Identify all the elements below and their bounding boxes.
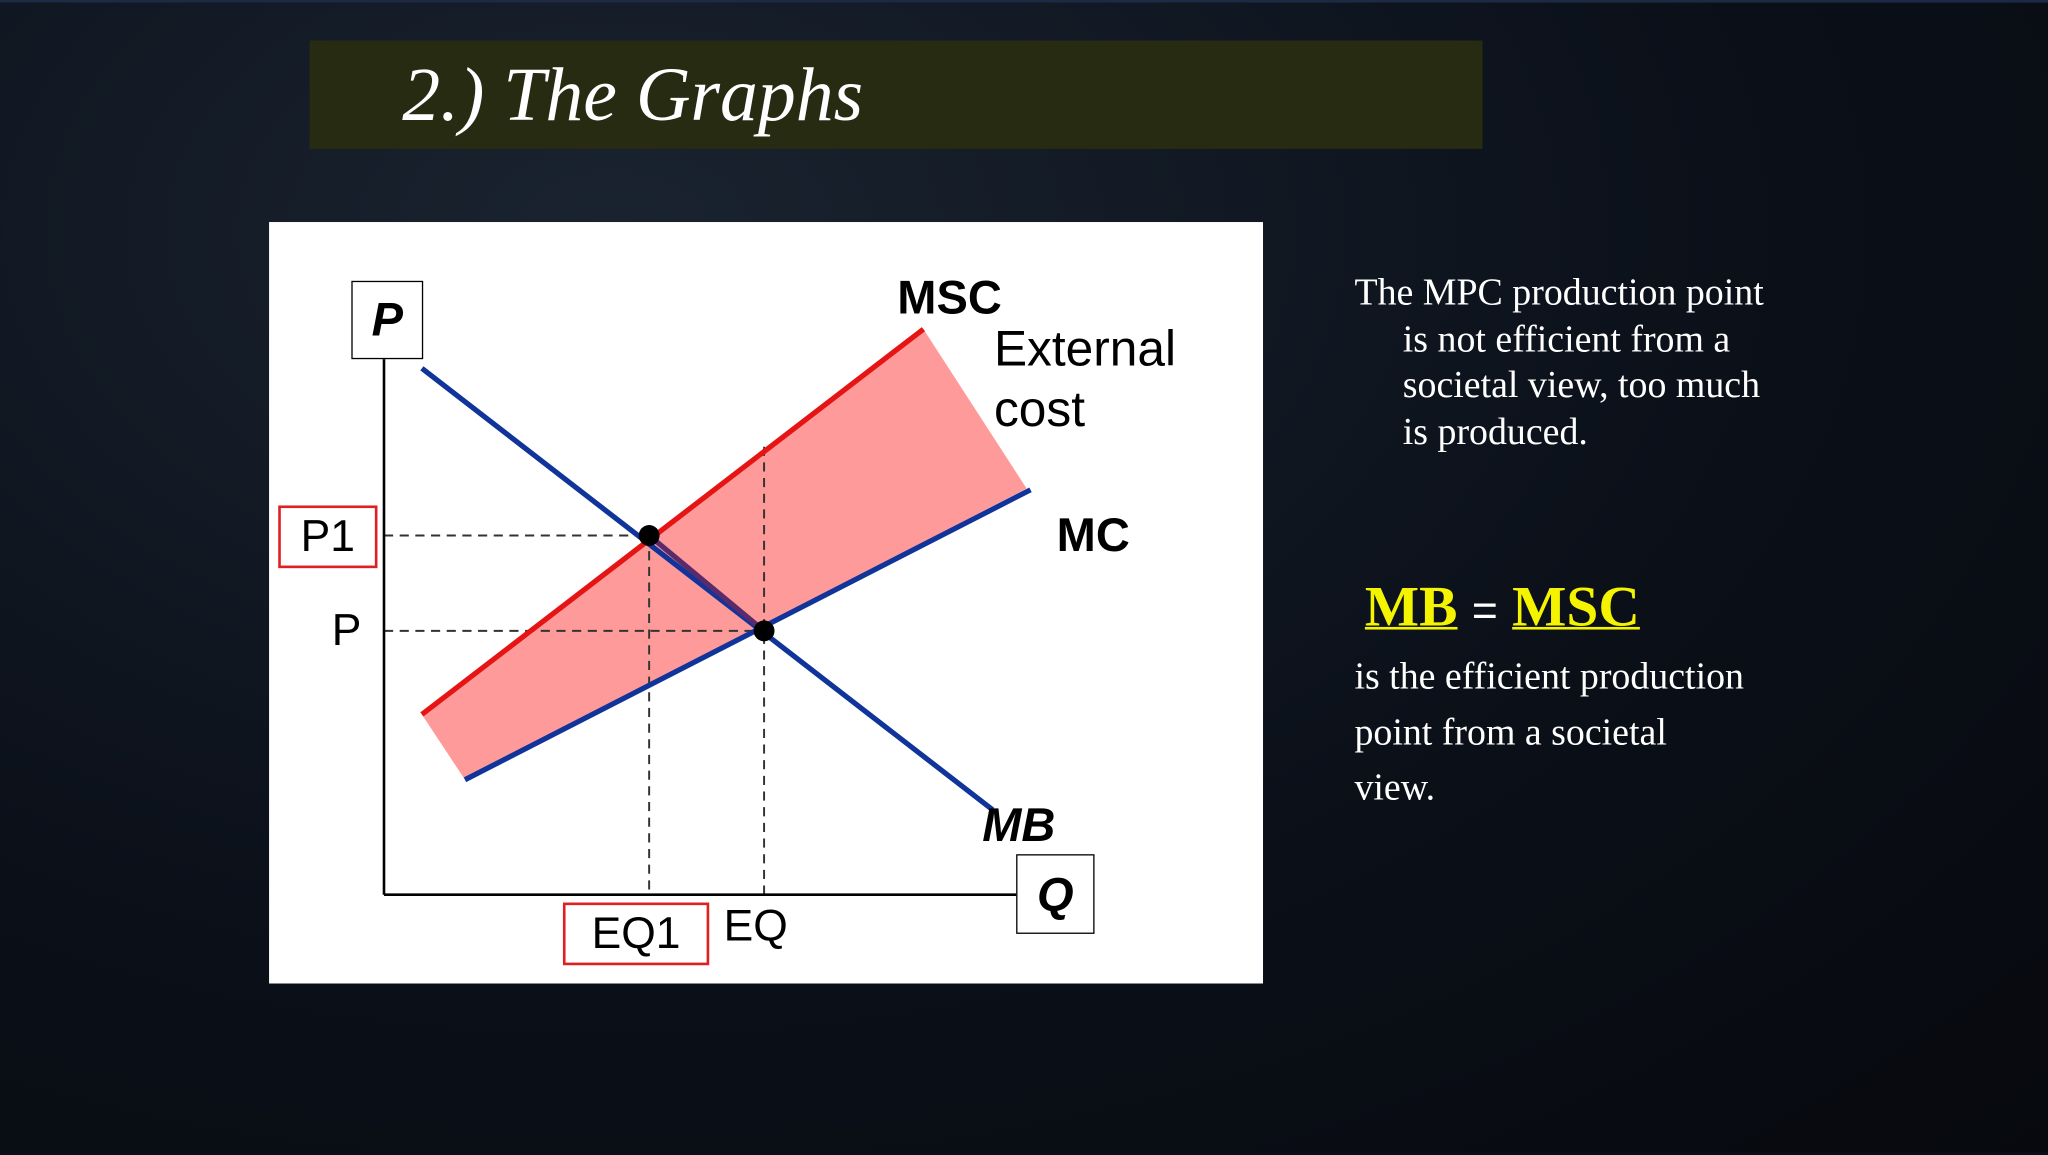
guide-lines	[383, 446, 766, 895]
curve-label: MSC	[897, 270, 1002, 324]
axis-x-label: Q	[1016, 854, 1095, 934]
price-label: P	[331, 606, 362, 656]
mb-curve	[420, 366, 995, 812]
price-label: P1	[278, 505, 378, 569]
axis-y-label: P	[351, 280, 424, 360]
external-cost-area	[421, 329, 1027, 780]
equation-left: MB	[1364, 574, 1458, 639]
curve-label: MB	[982, 798, 1056, 852]
equation-right: MSC	[1512, 574, 1640, 639]
quantity-label: EQ1	[562, 902, 710, 966]
paragraph: The MPC production point is not efficien…	[1354, 271, 1764, 453]
equation: MB = MSC	[1365, 573, 1640, 640]
annotation: External cost	[993, 322, 1177, 438]
quantity-label: EQ	[723, 901, 788, 951]
mb-overlap	[647, 533, 766, 633]
diagram	[269, 222, 1264, 984]
point	[638, 525, 660, 546]
mc-curve	[463, 487, 1032, 783]
axes	[382, 355, 1019, 896]
title-bar: 2.) The Graphs	[309, 40, 1483, 149]
point	[753, 620, 775, 642]
curve-label: MC	[1056, 508, 1130, 562]
slide-title: 2.) The Graphs	[402, 52, 864, 138]
equation-op: =	[1471, 586, 1498, 637]
caption: is the efficient production point from a…	[1354, 655, 1744, 809]
msc-curve	[420, 327, 926, 717]
